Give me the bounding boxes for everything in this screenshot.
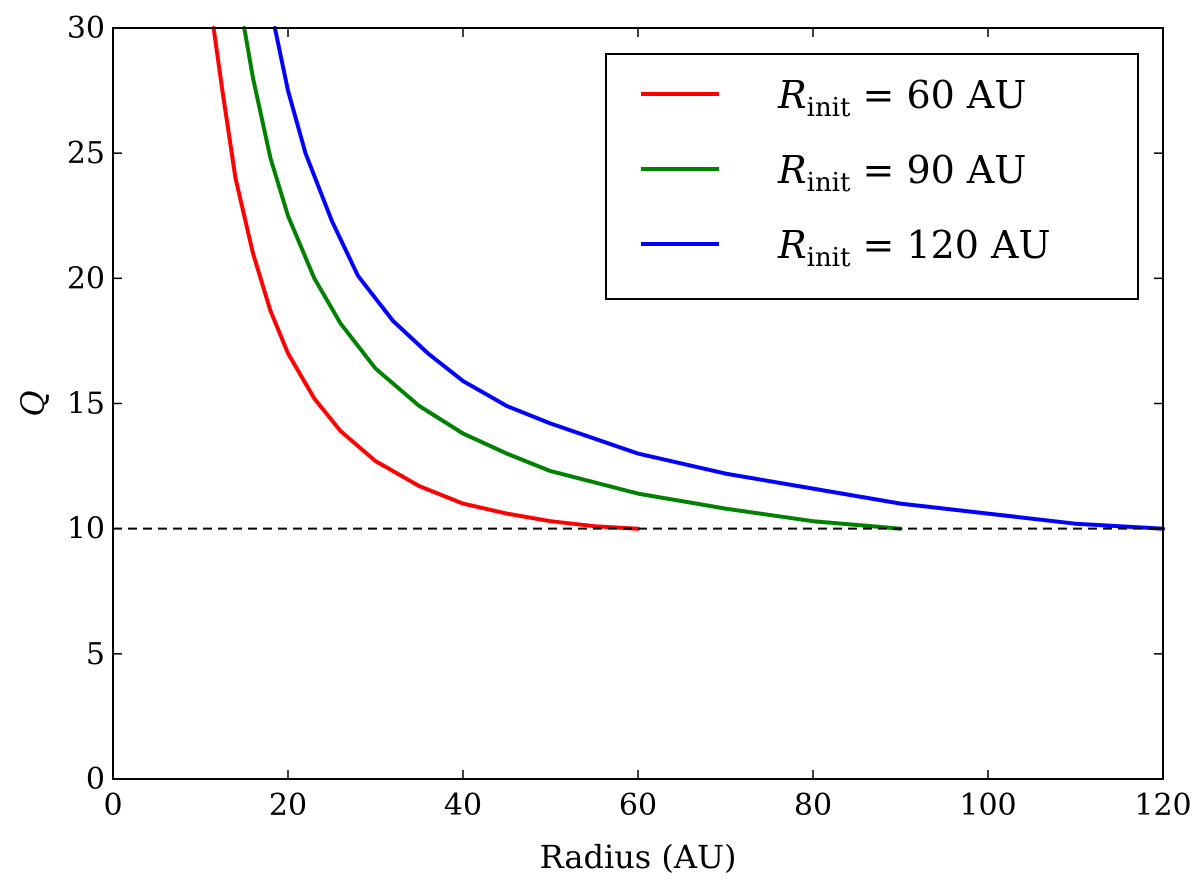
series-line-1 <box>211 26 640 531</box>
x-tick-label: 0 <box>103 788 122 823</box>
legend-label-2: Rinit = 90 AU <box>777 148 1026 198</box>
x-tick-label: 100 <box>959 788 1016 823</box>
series-line-2 <box>242 26 903 531</box>
x-tick-label: 20 <box>269 788 307 823</box>
x-tick-label: 120 <box>1134 788 1191 823</box>
x-tick-label: 40 <box>444 788 482 823</box>
legend-label-3: Rinit = 120 AU <box>777 223 1051 273</box>
series-line-3 <box>272 26 1165 531</box>
series-group <box>211 26 1165 531</box>
y-tick-label: 30 <box>67 11 105 46</box>
y-tick-label: 10 <box>67 512 105 547</box>
legend: Rinit = 60 AU Rinit = 90 AU Rinit = 120 AU <box>605 53 1139 300</box>
y-axis-label: Q <box>14 390 52 416</box>
y-tick-label: 25 <box>67 136 105 171</box>
x-axis-label: Radius (AU) <box>540 838 737 876</box>
x-tick-label: 80 <box>794 788 832 823</box>
y-tick-label: 5 <box>86 637 105 672</box>
y-tick-label: 20 <box>67 261 105 296</box>
y-tick-label: 15 <box>67 387 105 422</box>
y-tick-label: 0 <box>86 762 105 797</box>
ticks-group: 0 20 40 60 80 100 120 0 5 10 15 20 25 30 <box>67 11 1192 823</box>
legend-label-1: Rinit = 60 AU <box>777 73 1026 123</box>
x-tick-label: 60 <box>619 788 657 823</box>
